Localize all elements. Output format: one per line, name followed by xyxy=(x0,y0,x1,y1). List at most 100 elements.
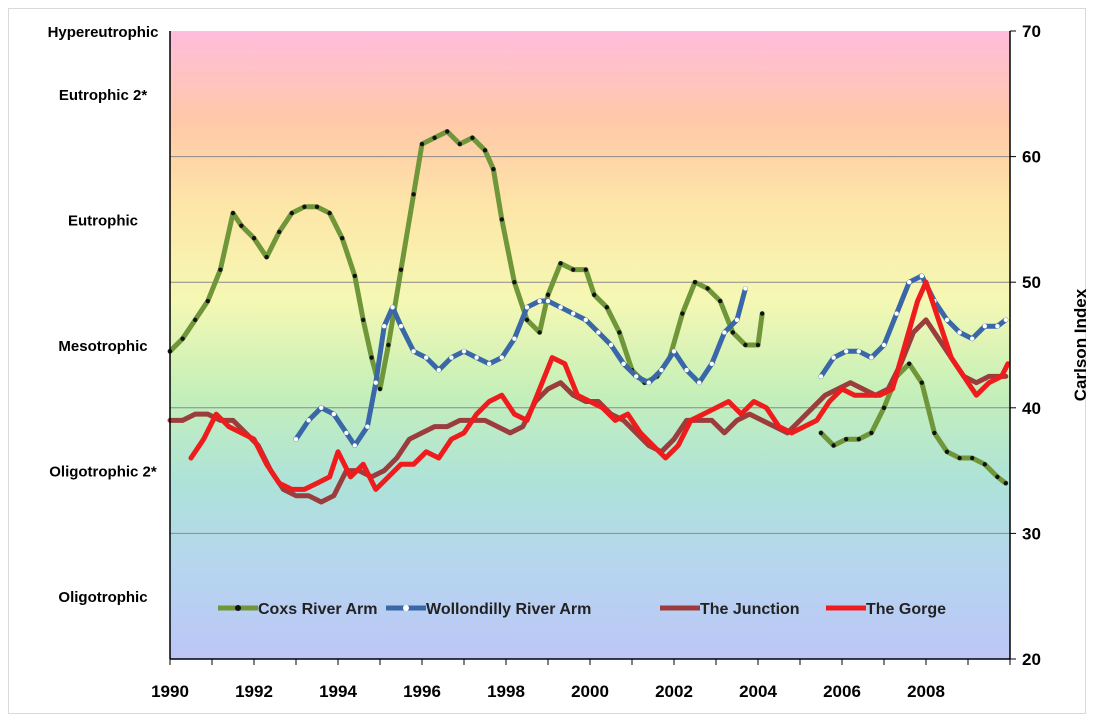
y-tick-label: 70 xyxy=(1022,22,1041,41)
data-point xyxy=(437,368,441,372)
data-point xyxy=(449,355,453,359)
data-point xyxy=(294,437,298,441)
data-point xyxy=(844,349,848,353)
data-point xyxy=(353,274,357,278)
data-point xyxy=(920,274,924,278)
data-point xyxy=(231,211,235,215)
data-point xyxy=(365,424,369,428)
data-point xyxy=(470,136,474,140)
data-point xyxy=(206,299,210,303)
data-point xyxy=(315,205,319,209)
legend-marker xyxy=(235,605,241,611)
data-point xyxy=(390,305,394,309)
data-point xyxy=(697,380,701,384)
x-tick-label: 2004 xyxy=(739,682,777,701)
data-point xyxy=(353,443,357,447)
data-point xyxy=(584,318,588,322)
data-point xyxy=(180,337,184,341)
data-point xyxy=(760,311,764,315)
x-tick-label: 1994 xyxy=(319,682,357,701)
data-point xyxy=(882,406,886,410)
data-point xyxy=(605,305,609,309)
trophic-category-label: Oligotrophic 2* xyxy=(49,464,157,481)
data-point xyxy=(945,318,949,322)
data-point xyxy=(609,343,613,347)
legend-label: The Gorge xyxy=(866,601,946,618)
data-point xyxy=(344,431,348,435)
data-point xyxy=(920,380,924,384)
data-point xyxy=(894,311,898,315)
data-point xyxy=(710,362,714,366)
legend-label: The Junction xyxy=(700,601,800,618)
data-point xyxy=(369,355,373,359)
data-point xyxy=(995,324,999,328)
data-point xyxy=(382,324,386,328)
y-tick-label: 60 xyxy=(1022,148,1041,167)
data-point xyxy=(306,418,310,422)
data-point xyxy=(411,192,415,196)
y-tick-label: 50 xyxy=(1022,273,1041,292)
data-point xyxy=(718,299,722,303)
data-point xyxy=(1004,318,1008,322)
data-point xyxy=(424,355,428,359)
data-point xyxy=(332,412,336,416)
data-point xyxy=(558,261,562,265)
data-point xyxy=(621,362,625,366)
legend-label: Coxs River Arm xyxy=(258,601,377,618)
trophic-category-label: Oligotrophic xyxy=(58,589,147,606)
data-point xyxy=(857,437,861,441)
y-tick-label: 30 xyxy=(1022,524,1041,543)
data-point xyxy=(693,280,697,284)
data-point xyxy=(411,349,415,353)
x-tick-label: 2008 xyxy=(907,682,945,701)
data-point xyxy=(983,462,987,466)
data-point xyxy=(831,355,835,359)
legend-marker xyxy=(403,605,409,611)
data-point xyxy=(672,349,676,353)
data-point xyxy=(558,305,562,309)
data-point xyxy=(869,431,873,435)
data-point xyxy=(584,267,588,271)
data-point xyxy=(252,236,256,240)
data-point xyxy=(327,211,331,215)
x-tick-label: 2000 xyxy=(571,682,609,701)
data-point xyxy=(945,450,949,454)
data-point xyxy=(844,437,848,441)
data-point xyxy=(193,318,197,322)
data-point xyxy=(374,380,378,384)
data-point xyxy=(983,324,987,328)
data-point xyxy=(432,136,436,140)
data-point xyxy=(546,299,550,303)
trophic-category-label: Mesotrophic xyxy=(58,338,147,355)
data-point xyxy=(571,311,575,315)
data-point xyxy=(596,330,600,334)
data-point xyxy=(857,349,861,353)
data-point xyxy=(512,280,516,284)
data-point xyxy=(659,368,663,372)
x-tick-label: 1998 xyxy=(487,682,525,701)
data-point xyxy=(420,142,424,146)
data-point xyxy=(445,129,449,133)
data-point xyxy=(743,343,747,347)
data-point xyxy=(907,362,911,366)
y-tick-label: 20 xyxy=(1022,650,1041,669)
data-point xyxy=(634,374,638,378)
data-point xyxy=(277,230,281,234)
data-point xyxy=(592,293,596,297)
data-point xyxy=(970,456,974,460)
data-point xyxy=(500,355,504,359)
y-axis-label: Carlson Index xyxy=(1071,288,1090,401)
data-point xyxy=(546,293,550,297)
data-point xyxy=(474,355,478,359)
data-point xyxy=(302,205,306,209)
data-point xyxy=(537,299,541,303)
data-point xyxy=(512,337,516,341)
trophic-category-label: Eutrophic 2* xyxy=(59,87,148,104)
data-point xyxy=(525,305,529,309)
x-tick-label: 2006 xyxy=(823,682,861,701)
data-point xyxy=(218,267,222,271)
data-point xyxy=(731,330,735,334)
data-point xyxy=(684,368,688,372)
data-point xyxy=(483,148,487,152)
data-point xyxy=(932,431,936,435)
